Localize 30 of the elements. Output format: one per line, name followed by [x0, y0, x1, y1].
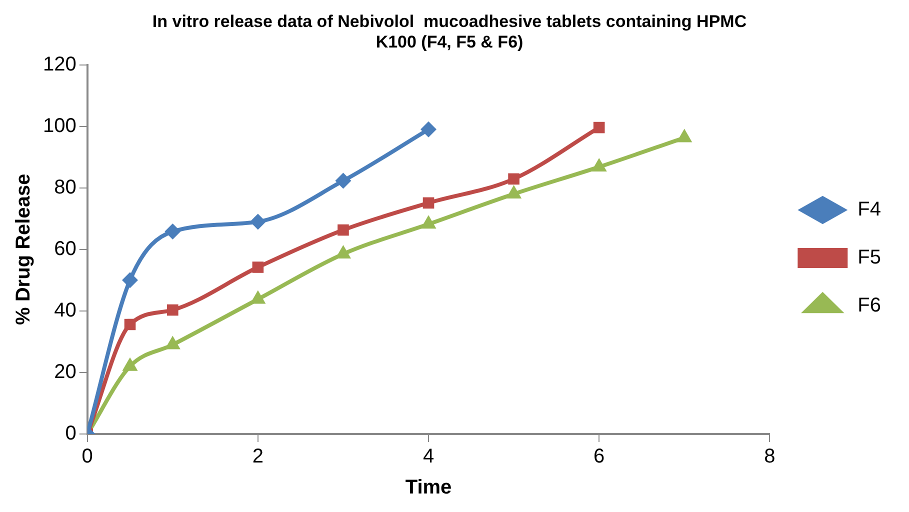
x-tick-label: 8 — [764, 446, 776, 468]
y-tick-label: 100 — [42, 114, 76, 137]
x-tick-label: 0 — [82, 446, 93, 468]
point — [420, 121, 437, 138]
point — [335, 172, 352, 189]
x-axis-title: Time — [405, 476, 452, 499]
point — [252, 262, 264, 273]
point — [508, 173, 520, 185]
point — [250, 290, 266, 304]
legend-label: F5 — [858, 246, 882, 269]
point — [122, 272, 138, 288]
point — [122, 357, 138, 371]
point — [164, 224, 181, 240]
y-tick-label: 20 — [54, 360, 76, 383]
y-tick-label: 40 — [54, 299, 76, 322]
legend-label: F6 — [858, 294, 882, 317]
point — [422, 197, 434, 209]
y-tick-label: 0 — [65, 422, 76, 445]
y-axis-title: % Drug Release — [12, 174, 35, 325]
chart-title: In vitro release data of Nebivolol mucoadhesive tablets containing HPMC K100 (F4, F5 & F6) — [152, 12, 747, 52]
x-tick-label: 2 — [252, 446, 264, 468]
point — [250, 214, 266, 230]
y-tick-label: 120 — [42, 53, 76, 76]
legend-label: F4 — [858, 198, 882, 221]
point — [338, 224, 349, 236]
x-tick-label: 4 — [422, 446, 434, 468]
y-tick-label: 80 — [54, 176, 76, 198]
y-tick-label: 60 — [54, 238, 76, 260]
x-tick-label: 6 — [594, 446, 605, 468]
point — [593, 122, 605, 134]
